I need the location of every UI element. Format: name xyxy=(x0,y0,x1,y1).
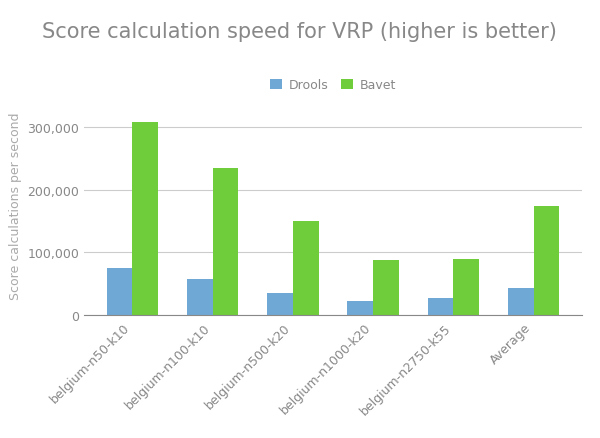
Bar xyxy=(267,293,293,315)
Legend: Drools, Bavet: Drools, Bavet xyxy=(265,74,401,97)
Bar xyxy=(373,260,399,315)
Bar xyxy=(293,222,319,315)
Bar xyxy=(133,123,158,315)
Y-axis label: Score calculations per second: Score calculations per second xyxy=(9,112,22,300)
Bar xyxy=(107,268,133,315)
Bar xyxy=(533,206,559,315)
Bar xyxy=(347,302,373,315)
Bar xyxy=(212,168,238,315)
Text: Score calculation speed for VRP (higher is better): Score calculation speed for VRP (higher … xyxy=(42,22,557,42)
Bar xyxy=(187,280,212,315)
Bar xyxy=(454,259,479,315)
Bar xyxy=(428,298,454,315)
Bar xyxy=(508,289,533,315)
